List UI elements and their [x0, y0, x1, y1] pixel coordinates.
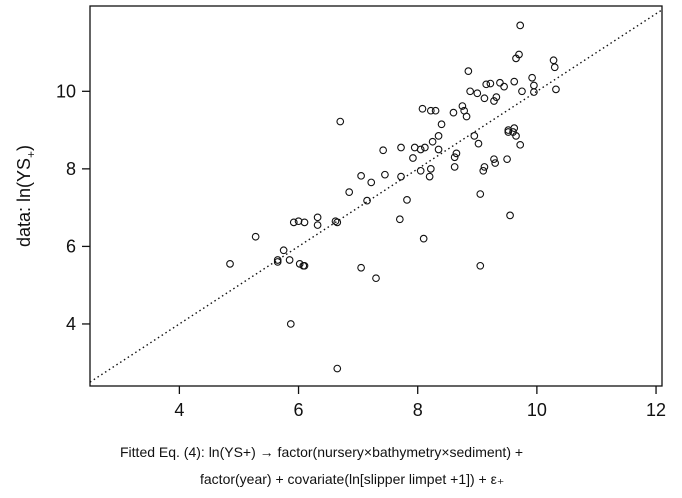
data-point	[363, 196, 371, 205]
data-point	[428, 137, 437, 146]
data-point	[425, 172, 434, 181]
data-point	[490, 155, 498, 164]
data-point	[273, 256, 282, 264]
data-point	[226, 260, 234, 268]
y-tick-label: 8	[66, 159, 76, 179]
data-point	[285, 256, 294, 264]
plot-frame	[89, 5, 663, 387]
data-point	[552, 85, 560, 94]
data-point	[434, 145, 443, 154]
data-point	[372, 274, 380, 283]
data-point	[515, 50, 523, 59]
data-point	[549, 56, 558, 65]
data-point	[500, 82, 508, 91]
data-point	[474, 139, 483, 148]
data-point	[450, 153, 459, 162]
data-point	[437, 120, 446, 129]
data-point	[418, 104, 427, 113]
y-tick-label: 10	[56, 81, 76, 101]
data-point	[476, 190, 485, 198]
data-point	[510, 77, 519, 86]
data-point	[416, 145, 425, 154]
x-tick-label: 12	[646, 400, 666, 420]
data-point	[491, 159, 500, 167]
data-point	[473, 89, 482, 98]
data-point	[379, 146, 388, 155]
data-point	[480, 94, 489, 103]
data-point	[462, 112, 471, 121]
data-point	[458, 102, 467, 110]
x-axis-label-line-1: Fitted Eq. (4): ln(YS+) → factor(nursery…	[120, 444, 524, 460]
x-tick-label: 4	[174, 400, 184, 420]
data-point	[313, 221, 322, 229]
x-tick-label: 6	[294, 400, 304, 420]
data-point	[480, 163, 489, 171]
data-point	[496, 78, 504, 87]
data-point	[550, 63, 559, 72]
data-point	[516, 21, 525, 30]
data-point	[357, 171, 365, 180]
data-point	[516, 140, 525, 149]
data-point	[482, 80, 491, 89]
data-points	[226, 21, 560, 373]
data-point	[381, 170, 389, 179]
data-point	[289, 218, 298, 227]
data-point	[299, 261, 308, 270]
data-point	[512, 132, 520, 140]
data-point	[333, 218, 342, 227]
x-tick-label: 10	[527, 400, 547, 420]
data-point	[530, 88, 538, 96]
data-point	[421, 143, 429, 152]
data-point	[530, 81, 538, 90]
data-point	[506, 211, 514, 220]
x-axis-label-line-2: factor(year) + covariate(ln[slipper limp…	[200, 471, 505, 487]
data-point	[251, 232, 260, 241]
data-point	[300, 218, 309, 227]
data-point	[434, 132, 443, 140]
data-point	[449, 108, 458, 117]
data-point	[426, 106, 435, 115]
data-point	[464, 67, 473, 75]
data-point	[492, 93, 501, 101]
data-point	[345, 188, 354, 196]
reference-line	[89, 9, 663, 383]
data-point	[279, 246, 288, 255]
data-point	[476, 261, 485, 270]
axis-ticks: 4 6 8 10 12 4 6 8 10	[56, 81, 666, 420]
data-point	[426, 165, 435, 173]
data-point	[490, 97, 498, 105]
data-point	[528, 73, 536, 82]
x-tick-label: 8	[413, 400, 423, 420]
data-point	[397, 172, 405, 181]
data-point	[336, 117, 345, 126]
data-point	[416, 166, 425, 175]
data-point	[357, 263, 365, 272]
y-axis-label: data: ln(YS+)	[14, 145, 38, 247]
data-point	[486, 79, 495, 88]
data-point	[403, 196, 411, 204]
data-point	[431, 106, 440, 115]
data-point	[466, 87, 474, 96]
data-point	[395, 215, 404, 224]
data-point	[367, 178, 376, 187]
data-point	[313, 213, 322, 222]
data-point	[452, 149, 461, 158]
data-point	[470, 132, 479, 140]
y-tick-label: 6	[66, 236, 76, 256]
data-point	[419, 234, 428, 243]
data-point	[331, 217, 340, 226]
data-point	[409, 154, 417, 162]
data-point	[450, 163, 459, 171]
data-point	[397, 143, 405, 152]
data-point	[503, 155, 511, 164]
data-point	[286, 320, 295, 328]
data-point	[479, 166, 488, 175]
scatter-plot: 4 6 8 10 12 4 6 8 10 data: ln(YS+)	[14, 5, 666, 420]
data-point	[333, 364, 342, 373]
data-point	[510, 124, 519, 132]
data-point	[518, 87, 526, 96]
y-tick-label: 4	[66, 314, 76, 334]
